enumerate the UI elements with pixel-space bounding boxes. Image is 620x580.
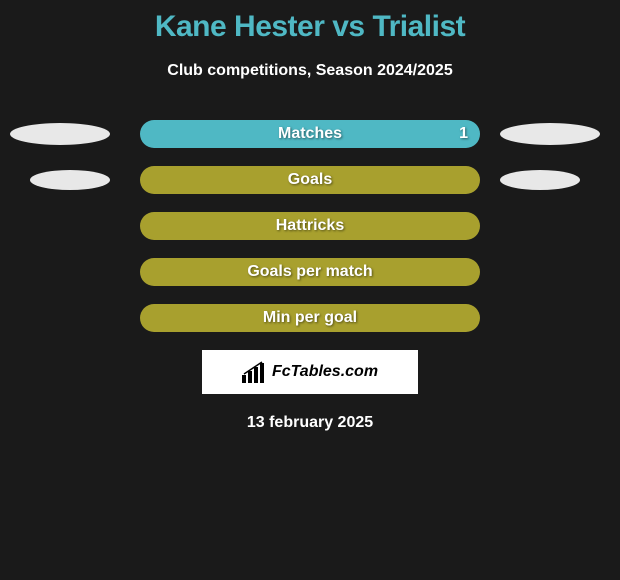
- date-text: 13 february 2025: [247, 414, 373, 432]
- subtitle: Club competitions, Season 2024/2025: [167, 62, 452, 80]
- stat-bar: Min per goal: [140, 304, 480, 332]
- bars-icon: [242, 361, 268, 383]
- stat-row: Matches 1: [0, 120, 620, 148]
- logo-box: FcTables.com: [202, 350, 418, 394]
- stat-label: Min per goal: [263, 309, 357, 327]
- stat-row: Min per goal: [0, 304, 620, 332]
- main-container: Kane Hester vs Trialist Club competition…: [0, 0, 620, 432]
- stat-row: Goals: [0, 166, 620, 194]
- logo-text: FcTables.com: [272, 363, 378, 381]
- stat-row: Goals per match: [0, 258, 620, 286]
- stat-bar: Matches 1: [140, 120, 480, 148]
- ellipse-left: [30, 170, 110, 190]
- stat-rows: Matches 1 Goals Hattricks Goals per match Min…: [0, 120, 620, 332]
- page-title: Kane Hester vs Trialist: [155, 10, 465, 44]
- stat-label: Goals per match: [247, 263, 372, 281]
- stat-value-right: 1: [459, 125, 468, 143]
- stat-label: Goals: [288, 171, 332, 189]
- stat-label: Hattricks: [276, 217, 344, 235]
- stat-bar: Hattricks: [140, 212, 480, 240]
- ellipse-right: [500, 170, 580, 190]
- stat-row: Hattricks: [0, 212, 620, 240]
- stat-label: Matches: [278, 125, 342, 143]
- ellipse-right: [500, 123, 600, 145]
- logo-content: FcTables.com: [242, 361, 378, 383]
- stat-bar: Goals: [140, 166, 480, 194]
- stat-bar: Goals per match: [140, 258, 480, 286]
- ellipse-left: [10, 123, 110, 145]
